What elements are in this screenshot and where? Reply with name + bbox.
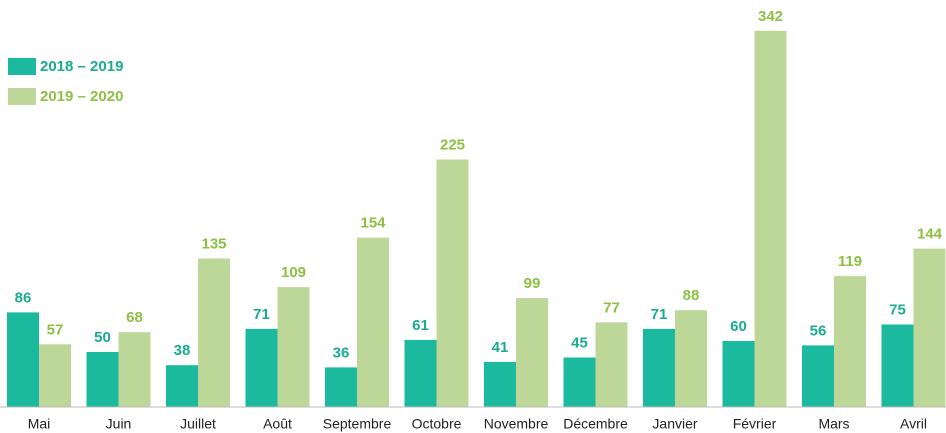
legend-swatch — [8, 58, 36, 75]
legend-label: 2018 – 2019 — [40, 58, 123, 75]
bar — [913, 248, 946, 407]
value-label: 68 — [126, 309, 143, 326]
bar — [404, 339, 437, 407]
bar — [675, 310, 707, 407]
bar — [166, 365, 198, 407]
value-label: 60 — [730, 318, 747, 335]
bar — [245, 328, 278, 407]
value-label: 225 — [440, 136, 465, 153]
x-tick-label: Décembre — [563, 416, 628, 432]
bar — [802, 345, 834, 407]
bar — [834, 276, 866, 407]
bar — [563, 357, 596, 407]
value-label: 56 — [810, 322, 827, 339]
bar — [643, 328, 675, 407]
bar — [754, 30, 787, 408]
x-tick-label: Octobre — [412, 416, 462, 432]
value-label: 50 — [94, 329, 111, 346]
bar — [277, 287, 310, 407]
value-label: 38 — [174, 342, 191, 359]
x-tick-label: Septembre — [323, 416, 392, 432]
value-label: 135 — [201, 235, 226, 252]
value-label: 61 — [412, 317, 429, 334]
value-label: 41 — [492, 339, 509, 356]
x-tick-label: Juin — [106, 416, 132, 432]
value-label: 45 — [571, 334, 588, 351]
value-label: 119 — [838, 253, 862, 270]
x-tick-label: Juillet — [180, 416, 216, 432]
value-label: 154 — [360, 215, 386, 232]
value-label: 36 — [333, 344, 350, 361]
x-tick-label: Janvier — [652, 416, 697, 432]
value-label: 342 — [758, 8, 783, 25]
bar — [118, 332, 151, 407]
value-label: 99 — [524, 275, 541, 292]
value-label: 75 — [889, 301, 906, 318]
x-tick-label: Novembre — [484, 416, 549, 432]
value-label: 71 — [253, 306, 270, 323]
bar — [325, 367, 357, 407]
value-label: 77 — [603, 299, 620, 316]
bar — [722, 341, 755, 407]
value-label: 109 — [281, 264, 306, 281]
value-label: 57 — [47, 321, 64, 338]
x-tick-label: Février — [733, 416, 777, 432]
bar — [39, 344, 71, 407]
legend-swatch — [8, 88, 36, 105]
legend-label: 2019 – 2020 — [40, 88, 123, 105]
bar — [7, 312, 39, 407]
bar — [484, 361, 516, 407]
x-tick-label: Mai — [28, 416, 51, 432]
bar — [357, 237, 389, 407]
x-tick-label: Août — [263, 416, 292, 432]
bar — [436, 159, 469, 407]
bar — [198, 258, 230, 407]
x-tick-label: Avril — [900, 416, 927, 432]
bar — [595, 322, 628, 407]
bar — [516, 298, 548, 407]
value-label: 144 — [917, 226, 943, 243]
value-label: 71 — [651, 306, 668, 323]
bar — [86, 352, 119, 407]
value-label: 86 — [15, 289, 32, 306]
value-label: 88 — [683, 287, 700, 304]
bar — [881, 324, 914, 407]
x-tick-label: Mars — [818, 416, 849, 432]
